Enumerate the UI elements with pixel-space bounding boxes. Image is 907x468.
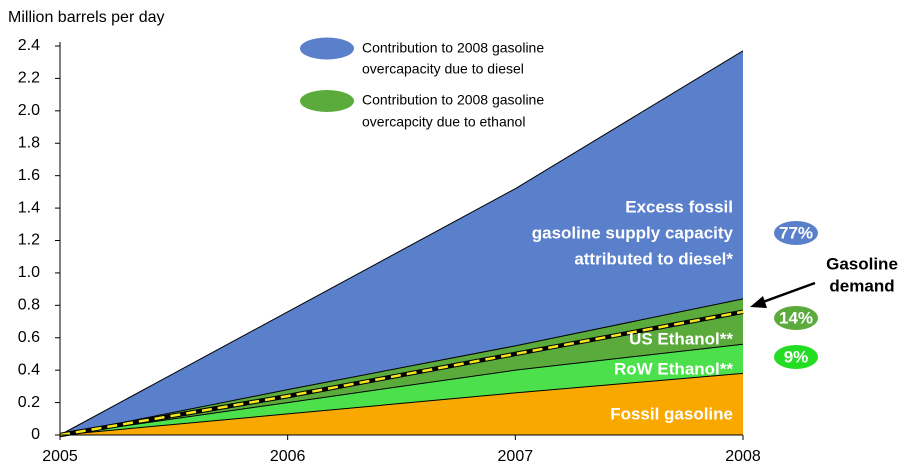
y-tick-label: 0.6: [18, 329, 40, 346]
x-tick-label: 2007: [498, 448, 534, 465]
y-tick-label: 2.2: [18, 70, 40, 87]
demand-line: [59, 310, 744, 437]
share-badge: [774, 306, 818, 330]
area-label: US Ethanol**: [629, 329, 733, 348]
legend-swatch: [300, 90, 354, 112]
y-tick-label: 0.2: [18, 394, 40, 411]
y-tick-label: 1.6: [18, 167, 40, 184]
annotation: demand: [829, 276, 894, 295]
area-boundary: [59, 50, 744, 436]
share-label: 77%: [779, 223, 813, 242]
y-tick-label: 0.4: [18, 361, 40, 378]
area: [60, 50, 743, 436]
area-label: Fossil gasoline: [610, 404, 733, 423]
annotation: Gasoline: [826, 254, 898, 273]
y-tick-label: 2.4: [18, 37, 40, 54]
legend-label: overcapacity due to diesel: [362, 61, 524, 77]
x-tick-label: 2005: [42, 448, 78, 465]
y-tick-label: 1.0: [18, 264, 40, 281]
share-badge: [774, 221, 818, 245]
annotation-arrow: [759, 281, 816, 305]
arrow-head: [750, 296, 767, 308]
legend-label: overcapcity due to ethanol: [362, 114, 525, 130]
area-boundary: [59, 343, 744, 436]
y-tick-label: 1.2: [18, 232, 40, 249]
area: [60, 344, 743, 435]
x-tick-label: 2006: [270, 448, 306, 465]
legend-label: Contribution to 2008 gasoline: [362, 40, 544, 56]
y-axis-label: Million barrels per day: [8, 9, 165, 26]
legend-label: Contribution to 2008 gasoline: [362, 92, 544, 108]
area-label: attributed to diesel*: [574, 249, 733, 268]
y-tick-label: 0: [31, 426, 40, 443]
legend-swatch: [300, 37, 354, 60]
share-label: 14%: [779, 308, 813, 327]
area-boundary: [59, 372, 744, 436]
y-tick-label: 2.0: [18, 102, 40, 119]
y-tick-label: 1.8: [18, 134, 40, 151]
area-boundary: [59, 298, 744, 436]
share-badge: [774, 345, 818, 369]
y-tick-label: 1.4: [18, 199, 40, 216]
y-tick-label: 0.8: [18, 297, 40, 314]
area-label: gasoline supply capacity: [532, 223, 734, 242]
area-label: Excess fossil: [625, 197, 733, 216]
share-label: 9%: [784, 347, 809, 366]
x-tick-label: 2008: [725, 448, 761, 465]
area-label: RoW Ethanol**: [614, 359, 733, 378]
